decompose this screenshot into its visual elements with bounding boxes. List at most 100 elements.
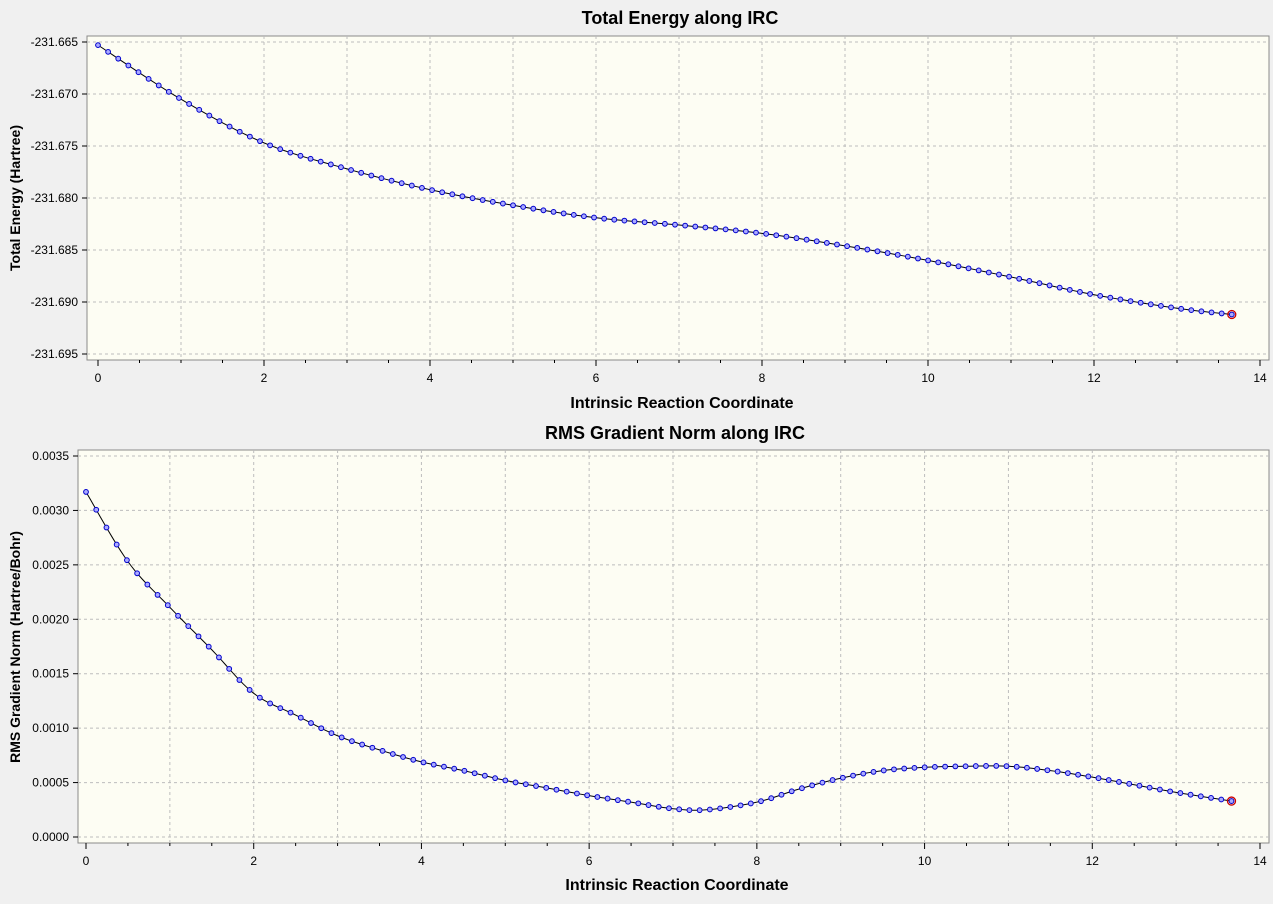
gradient-data-point (216, 654, 222, 661)
energy-data-point (702, 224, 709, 231)
energy-y-tick-label: -231.690 (31, 295, 79, 309)
gradient-data-point (737, 802, 744, 809)
energy-highlighted-point (1227, 309, 1237, 320)
energy-data-point (712, 225, 719, 232)
gradient-data-point (1105, 777, 1112, 783)
gradient-data-point (246, 687, 253, 693)
gradient-data-point (1146, 784, 1153, 791)
gradient-data-point (666, 805, 672, 812)
energy-grid (87, 36, 1269, 360)
gradient-data-point (635, 800, 642, 807)
gradient-data-point (758, 798, 764, 805)
gradient-data-point (1156, 786, 1163, 793)
energy-data-point (307, 155, 314, 162)
gradient-x-ticks: 0 2 4 6 8 10 12 14 (83, 843, 1267, 868)
gradient-data-point (93, 506, 100, 513)
gradient-y-tick-label: 0.0000 (32, 830, 69, 844)
gradient-data-point (778, 791, 785, 798)
gradient-data-point (799, 785, 805, 792)
energy-y-ticks: -231.665 -231.670 -231.675 -231.680 -231.685… (31, 35, 87, 361)
gradient-data-point (1167, 788, 1174, 795)
energy-data-point (368, 172, 375, 179)
energy-data-point (236, 128, 243, 135)
energy-data-point (1056, 284, 1063, 291)
gradient-data-point (625, 798, 631, 805)
gradient-data-point (175, 612, 181, 619)
energy-data-point (419, 184, 425, 191)
energy-data-point (560, 210, 567, 217)
energy-data-point (692, 223, 699, 230)
energy-data-point (1087, 291, 1093, 297)
energy-data-point (1198, 308, 1205, 315)
gradient-data-point (113, 541, 120, 548)
energy-data-point (641, 219, 648, 226)
energy-data-point (955, 263, 962, 270)
energy-data-point (621, 217, 628, 224)
energy-data-point (267, 142, 273, 149)
gradient-data-point (563, 788, 570, 795)
energy-data-point (186, 101, 193, 107)
gradient-x-tick-label: 6 (586, 854, 593, 868)
gradient-data-point (451, 765, 458, 772)
gradient-data-point (502, 777, 509, 784)
gradient-data-point (1228, 798, 1235, 804)
energy-x-tick-label: 2 (261, 371, 268, 385)
gradient-data-point (205, 643, 212, 650)
gradient-data-point (717, 805, 724, 812)
energy-data-point (297, 152, 304, 159)
gradient-plot-area (77, 449, 1270, 844)
energy-data-point (1117, 296, 1124, 303)
gradient-data-point (256, 694, 263, 701)
energy-data-point (1137, 299, 1144, 306)
gradient-data-point (584, 792, 591, 799)
energy-data-point (854, 244, 861, 251)
gradient-data-point (747, 800, 754, 807)
gradient-highlighted-point (1226, 796, 1237, 806)
gradient-data-point (727, 804, 734, 810)
gradient-data-point (614, 797, 621, 804)
gradient-data-point (676, 806, 683, 813)
energy-data-point (317, 158, 324, 165)
gradient-data-point (144, 581, 151, 588)
energy-data-point (894, 251, 901, 258)
energy-y-tick-label: -231.670 (31, 87, 79, 101)
gradient-y-tick-label: 0.0020 (32, 612, 69, 626)
gradient-data-point (379, 747, 386, 754)
gradient-data-point (870, 769, 877, 775)
energy-data-point (226, 123, 233, 130)
gradient-data-point (983, 763, 989, 769)
energy-y-tick-label: -231.685 (31, 243, 79, 257)
energy-data-point (145, 75, 152, 82)
energy-data-point (1228, 311, 1235, 318)
energy-data-point (1218, 310, 1225, 317)
gradient-y-tick-label: 0.0010 (32, 721, 69, 735)
gradient-data-point (1024, 764, 1030, 771)
energy-data-point (803, 236, 810, 243)
energy-data-point (1006, 273, 1012, 280)
gradient-chart-title: RMS Gradient Norm along IRC (545, 423, 805, 443)
gradient-x-tick-label: 10 (918, 854, 932, 868)
energy-data-point (530, 205, 537, 212)
gradient-grid (78, 450, 1269, 843)
energy-y-tick-label: -231.675 (31, 139, 79, 153)
gradient-x-tick-label: 8 (754, 854, 761, 868)
energy-data-point (196, 106, 203, 113)
gradient-x-tick-label: 14 (1253, 854, 1267, 868)
gradient-data-point (921, 764, 928, 771)
energy-data-point (1036, 280, 1043, 287)
energy-data-point (611, 216, 618, 223)
gradient-data-point (553, 786, 560, 793)
gradient-data-point (1208, 795, 1214, 801)
energy-data-point (520, 204, 527, 210)
gradient-data-point (420, 759, 427, 766)
energy-data-point (135, 69, 142, 76)
gradient-data-point (328, 730, 335, 737)
energy-data-point (915, 255, 921, 262)
energy-data-point (631, 218, 638, 225)
energy-data-point (722, 226, 729, 233)
gradient-data-point (267, 700, 273, 707)
energy-data-point (884, 250, 891, 256)
energy-data-point (449, 191, 456, 198)
gradient-data-point (369, 744, 376, 751)
